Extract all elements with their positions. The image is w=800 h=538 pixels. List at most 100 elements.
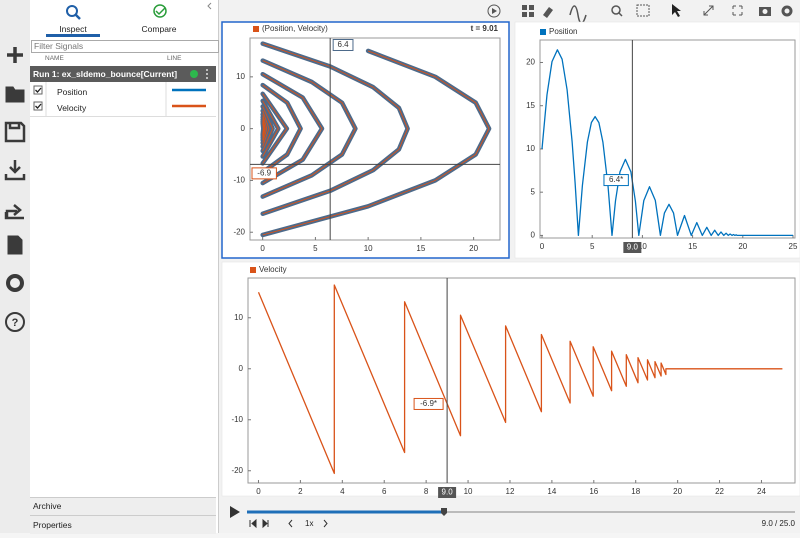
run-row[interactable]	[30, 66, 216, 82]
y-tick-label: 0	[531, 231, 536, 240]
x-tick-label: 16	[589, 487, 598, 496]
x-tick-label: 0	[260, 244, 265, 253]
checkbox[interactable]	[33, 101, 43, 111]
inspect-icon-handle	[75, 14, 81, 20]
run-icons	[33, 69, 208, 116]
chart-title: (Position, Velocity)	[262, 24, 328, 33]
signal-name[interactable]: Velocity	[57, 103, 87, 113]
series-line	[541, 49, 793, 237]
download-icon[interactable]	[4, 160, 26, 181]
new-icon[interactable]	[7, 47, 23, 63]
icon-bar: ?	[0, 0, 31, 533]
x-tick-label: 22	[715, 487, 724, 496]
xy-line	[262, 43, 490, 236]
archive-label: Archive	[33, 501, 62, 511]
x-tick-label: 2	[298, 487, 303, 496]
playback-bar	[230, 506, 795, 529]
toolbar	[487, 4, 793, 24]
cursor-readout-text: -6.9*	[420, 399, 437, 408]
report-icon[interactable]	[7, 235, 23, 255]
filter-input[interactable]: Filter Signals	[31, 40, 219, 53]
open-icon[interactable]	[5, 86, 25, 103]
x-tick-label: 12	[506, 487, 515, 496]
icon-bar-icons: ?	[4, 47, 26, 332]
chart-title: Velocity	[259, 265, 287, 274]
chart-panel	[514, 21, 800, 259]
x-tick-label: 5	[590, 242, 595, 251]
play-button[interactable]	[230, 506, 240, 518]
cursor-time-label: 9.0	[442, 488, 454, 497]
y-tick-label: -20	[233, 227, 245, 236]
collapse-icon[interactable]	[207, 2, 212, 10]
save-icon[interactable]	[4, 121, 26, 143]
x-tick-label: 15	[688, 242, 697, 251]
settings-icon[interactable]	[6, 274, 24, 292]
active-tab-underline	[46, 34, 100, 37]
cursor-readout-box	[603, 174, 629, 187]
column-header: LINE	[167, 55, 182, 62]
legend-swatch	[540, 29, 546, 35]
chart-panel	[221, 21, 510, 259]
play-icon[interactable]	[487, 4, 501, 18]
cursor-y-label-box	[251, 167, 277, 180]
properties-bar[interactable]	[30, 515, 216, 534]
x-tick-label: 0	[540, 242, 545, 251]
xy-markers	[260, 41, 492, 238]
compare-check	[155, 7, 166, 16]
chart-title: Position	[549, 27, 577, 36]
plot-area	[247, 277, 796, 484]
x-tick-label: 20	[673, 487, 682, 496]
speed-label: 1x	[305, 519, 314, 528]
x-tick-label: 4	[340, 487, 345, 496]
checkbox[interactable]	[33, 85, 43, 95]
tab[interactable]: Compare	[141, 24, 177, 34]
x-tick-label: 24	[757, 487, 766, 496]
archive-bar[interactable]	[30, 497, 216, 515]
x-tick-label: 25	[789, 242, 798, 251]
step-buttons[interactable]	[249, 518, 269, 529]
time-thumb[interactable]	[441, 508, 447, 516]
x-tick-label: 10	[464, 487, 473, 496]
series-line	[257, 284, 783, 475]
y-tick-label: 10	[236, 72, 245, 81]
inspect-icon	[66, 5, 78, 17]
column-header: NAME	[45, 55, 64, 62]
x-tick-label: 10	[638, 242, 647, 251]
x-tick-label: 8	[424, 487, 429, 496]
cursor-y-label-text: -6.9	[257, 168, 271, 177]
cursor-time-box	[623, 242, 642, 253]
cursor-readout-text: 6.4*	[609, 175, 623, 184]
y-tick-label: 15	[526, 101, 535, 110]
status-dot	[190, 70, 198, 78]
x-tick-label: 0	[256, 487, 261, 496]
tab[interactable]: Inspect	[59, 24, 87, 34]
x-tick-label: 6	[382, 487, 387, 496]
cursor-x-label-text: 6.4	[338, 40, 350, 49]
x-tick-label: 10	[364, 244, 373, 253]
signal-name[interactable]: Position	[57, 87, 88, 97]
run-name: Run 1: ex_sldemo_bounce[Current]	[33, 69, 178, 79]
help-glyph: ?	[12, 317, 19, 329]
x-tick-label: 5	[313, 244, 318, 253]
cursor-time-box	[438, 487, 457, 498]
y-tick-label: 10	[234, 313, 243, 322]
time-readout: 9.0 / 25.0	[761, 519, 795, 528]
legend-swatch	[250, 267, 256, 273]
x-tick-label: 15	[416, 244, 425, 253]
y-tick-label: -10	[231, 415, 243, 424]
compare-icon	[153, 4, 167, 18]
signal-panel: Inspect Compare Filter Signals NAME LINE…	[30, 0, 219, 534]
y-tick-label: 0	[239, 364, 244, 373]
x-tick-label: 20	[469, 244, 478, 253]
y-tick-label: 0	[241, 124, 246, 133]
y-tick-label: 10	[526, 144, 535, 153]
cursor-readout-box	[413, 397, 444, 410]
plot-area	[539, 39, 796, 239]
help-icon[interactable]	[5, 312, 25, 332]
plot-area	[249, 37, 501, 241]
share-icon[interactable]	[4, 204, 24, 220]
y-tick-label: 20	[526, 58, 535, 67]
x-tick-label: 18	[631, 487, 640, 496]
cursor-time-label: 9.0	[627, 243, 639, 252]
